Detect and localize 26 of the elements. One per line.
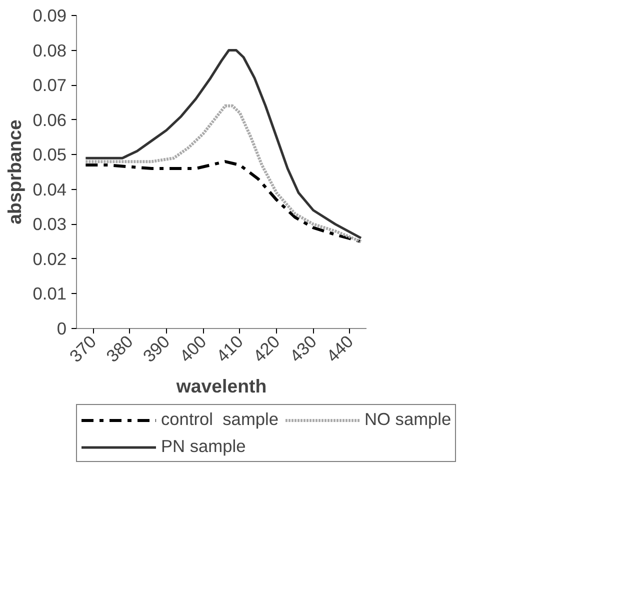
x-tick-label: 410 — [212, 331, 247, 366]
y-axis-title: absprbance — [4, 120, 25, 224]
x-tick-label: 430 — [286, 331, 320, 366]
x-tick-label: 440 — [322, 331, 358, 366]
x-tick-label: 420 — [249, 331, 284, 366]
x-tick-label: 370 — [66, 331, 100, 366]
line-series — [84, 160, 362, 244]
y-tick-label: 0.09 — [32, 6, 67, 26]
legend-label: control sample — [161, 409, 278, 430]
x-tick-label: 390 — [138, 331, 174, 366]
x-tick-label: 400 — [176, 331, 210, 366]
y-tick-label: 0.06 — [32, 110, 67, 130]
y-tick-label: 0.05 — [32, 144, 67, 165]
y-tick-label: 0.02 — [32, 248, 67, 269]
y-tick-label: 0.01 — [32, 284, 67, 304]
y-tick-label: 0.03 — [32, 214, 67, 234]
y-tick-label: 0.08 — [32, 40, 67, 60]
y-tick-label: 0.07 — [32, 75, 67, 96]
y-tick-label: 0.04 — [32, 179, 67, 200]
legend-label: NO sample — [364, 409, 452, 430]
y-tick-label: 0 — [56, 318, 67, 338]
x-axis-title: wavelenth — [175, 375, 267, 396]
line-series — [84, 104, 362, 244]
line-series — [84, 49, 362, 240]
x-tick-label: 380 — [102, 331, 137, 366]
legend-label: PN sample — [161, 436, 246, 457]
